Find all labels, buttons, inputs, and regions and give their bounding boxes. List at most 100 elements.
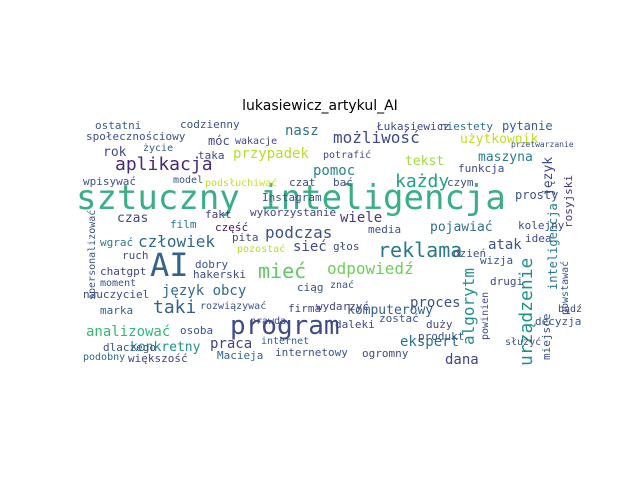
word: algorytm: [459, 268, 478, 345]
word: rok: [103, 145, 127, 160]
word: pomoc: [313, 163, 355, 179]
word: dobry: [195, 258, 228, 271]
word: film: [170, 218, 197, 231]
word: czym: [447, 176, 474, 189]
word: nasz: [285, 123, 319, 139]
word: dana: [445, 352, 479, 368]
word: wakacje: [235, 136, 277, 147]
word: marka: [100, 304, 133, 317]
word: sztuczny inteligencja: [76, 178, 506, 218]
word: móc: [208, 134, 230, 148]
chart-title: lukasiewicz_artykul_AI: [242, 98, 398, 114]
word: Macieja: [217, 349, 263, 362]
word: życie: [143, 143, 173, 154]
word: media: [368, 223, 401, 236]
word: ekspert: [400, 334, 459, 350]
word: powinien: [480, 292, 491, 340]
word: mieć: [258, 259, 306, 283]
word: proces: [410, 295, 461, 311]
word: ostatni: [95, 119, 141, 132]
word: osoba: [180, 324, 213, 337]
word: drugi: [490, 275, 523, 288]
word: fakt: [205, 208, 232, 221]
word: analizować: [86, 324, 170, 340]
word: wykorzystanie: [250, 206, 336, 219]
word: rosyjski: [562, 175, 575, 228]
word: firma: [288, 302, 321, 315]
word: wpisywać: [83, 175, 136, 188]
word: taki: [153, 297, 196, 318]
word: reklama: [378, 238, 462, 262]
word: dzień: [453, 247, 486, 260]
word: zostać: [379, 312, 419, 325]
word: podsłuchiwać: [205, 177, 277, 189]
word: duży: [426, 318, 453, 331]
word: czas: [117, 211, 148, 226]
word: użytkownik: [460, 132, 538, 147]
word: miejsce: [540, 314, 553, 360]
word: czat: [289, 176, 316, 189]
word: podczas: [265, 223, 332, 242]
word: dlaczego: [103, 341, 156, 354]
word: ciąg: [297, 281, 324, 294]
word: pita: [232, 231, 259, 244]
word: ogromny: [362, 347, 409, 360]
word: spersonalizować: [86, 210, 98, 300]
word: wydarzyć: [316, 300, 369, 313]
word-cloud: sztuczny inteligencja AI program mieć reklam…: [76, 118, 582, 368]
word: taka: [198, 149, 225, 162]
word: moment: [100, 278, 136, 289]
word: maszyna: [478, 150, 533, 165]
word: idea: [525, 232, 552, 245]
word: atak: [488, 237, 522, 253]
word: urządzenie: [516, 258, 537, 366]
word: wiele: [340, 210, 382, 226]
word: bądź: [558, 303, 582, 315]
word: internet: [261, 336, 309, 347]
word: język: [541, 157, 556, 196]
word: głos: [333, 240, 360, 253]
word: służyć: [505, 336, 541, 348]
word: przetwarzanie: [511, 140, 574, 149]
word: wgrać: [100, 236, 133, 249]
word: język obcy: [162, 283, 246, 299]
word: bać: [333, 176, 353, 189]
word: praca: [210, 336, 252, 352]
word: możliwość: [333, 128, 420, 147]
word: tekst: [405, 154, 444, 169]
word: pozostać: [237, 243, 285, 255]
word: kolejny: [518, 219, 565, 232]
word: Instagram: [262, 191, 322, 204]
word: pytanie: [502, 119, 553, 133]
word: podobny: [83, 352, 125, 363]
word: część: [215, 221, 248, 234]
word: pojawiać: [430, 220, 493, 235]
word: aplikacja: [115, 154, 213, 175]
word: Łukasiewicz: [376, 120, 450, 133]
word: prawda: [250, 316, 286, 327]
word: prosty: [515, 188, 558, 202]
word: każdy: [395, 171, 449, 192]
word: codzienny: [180, 118, 240, 131]
word: odpowiedź: [327, 259, 414, 278]
word: człowiek: [138, 232, 215, 251]
word: nauczyciel: [83, 288, 149, 301]
word: program: [230, 311, 340, 341]
word: konkretny: [130, 340, 201, 355]
word: AI: [150, 246, 189, 284]
word: funkcja: [458, 162, 504, 175]
word: rozwiązywać: [200, 300, 266, 312]
word: chatgpt: [100, 265, 146, 278]
word: powstawać: [559, 261, 571, 315]
word: internetowy: [275, 346, 348, 359]
word: sieć: [293, 239, 327, 255]
word: większość: [128, 352, 188, 365]
word: społecznościowy: [86, 130, 186, 143]
word: produkt: [418, 330, 464, 343]
word: model: [173, 175, 203, 186]
word: potrafić: [323, 149, 371, 161]
word: znać: [330, 279, 354, 291]
word: inteligencja: [546, 203, 560, 290]
word: niestety: [440, 120, 493, 133]
